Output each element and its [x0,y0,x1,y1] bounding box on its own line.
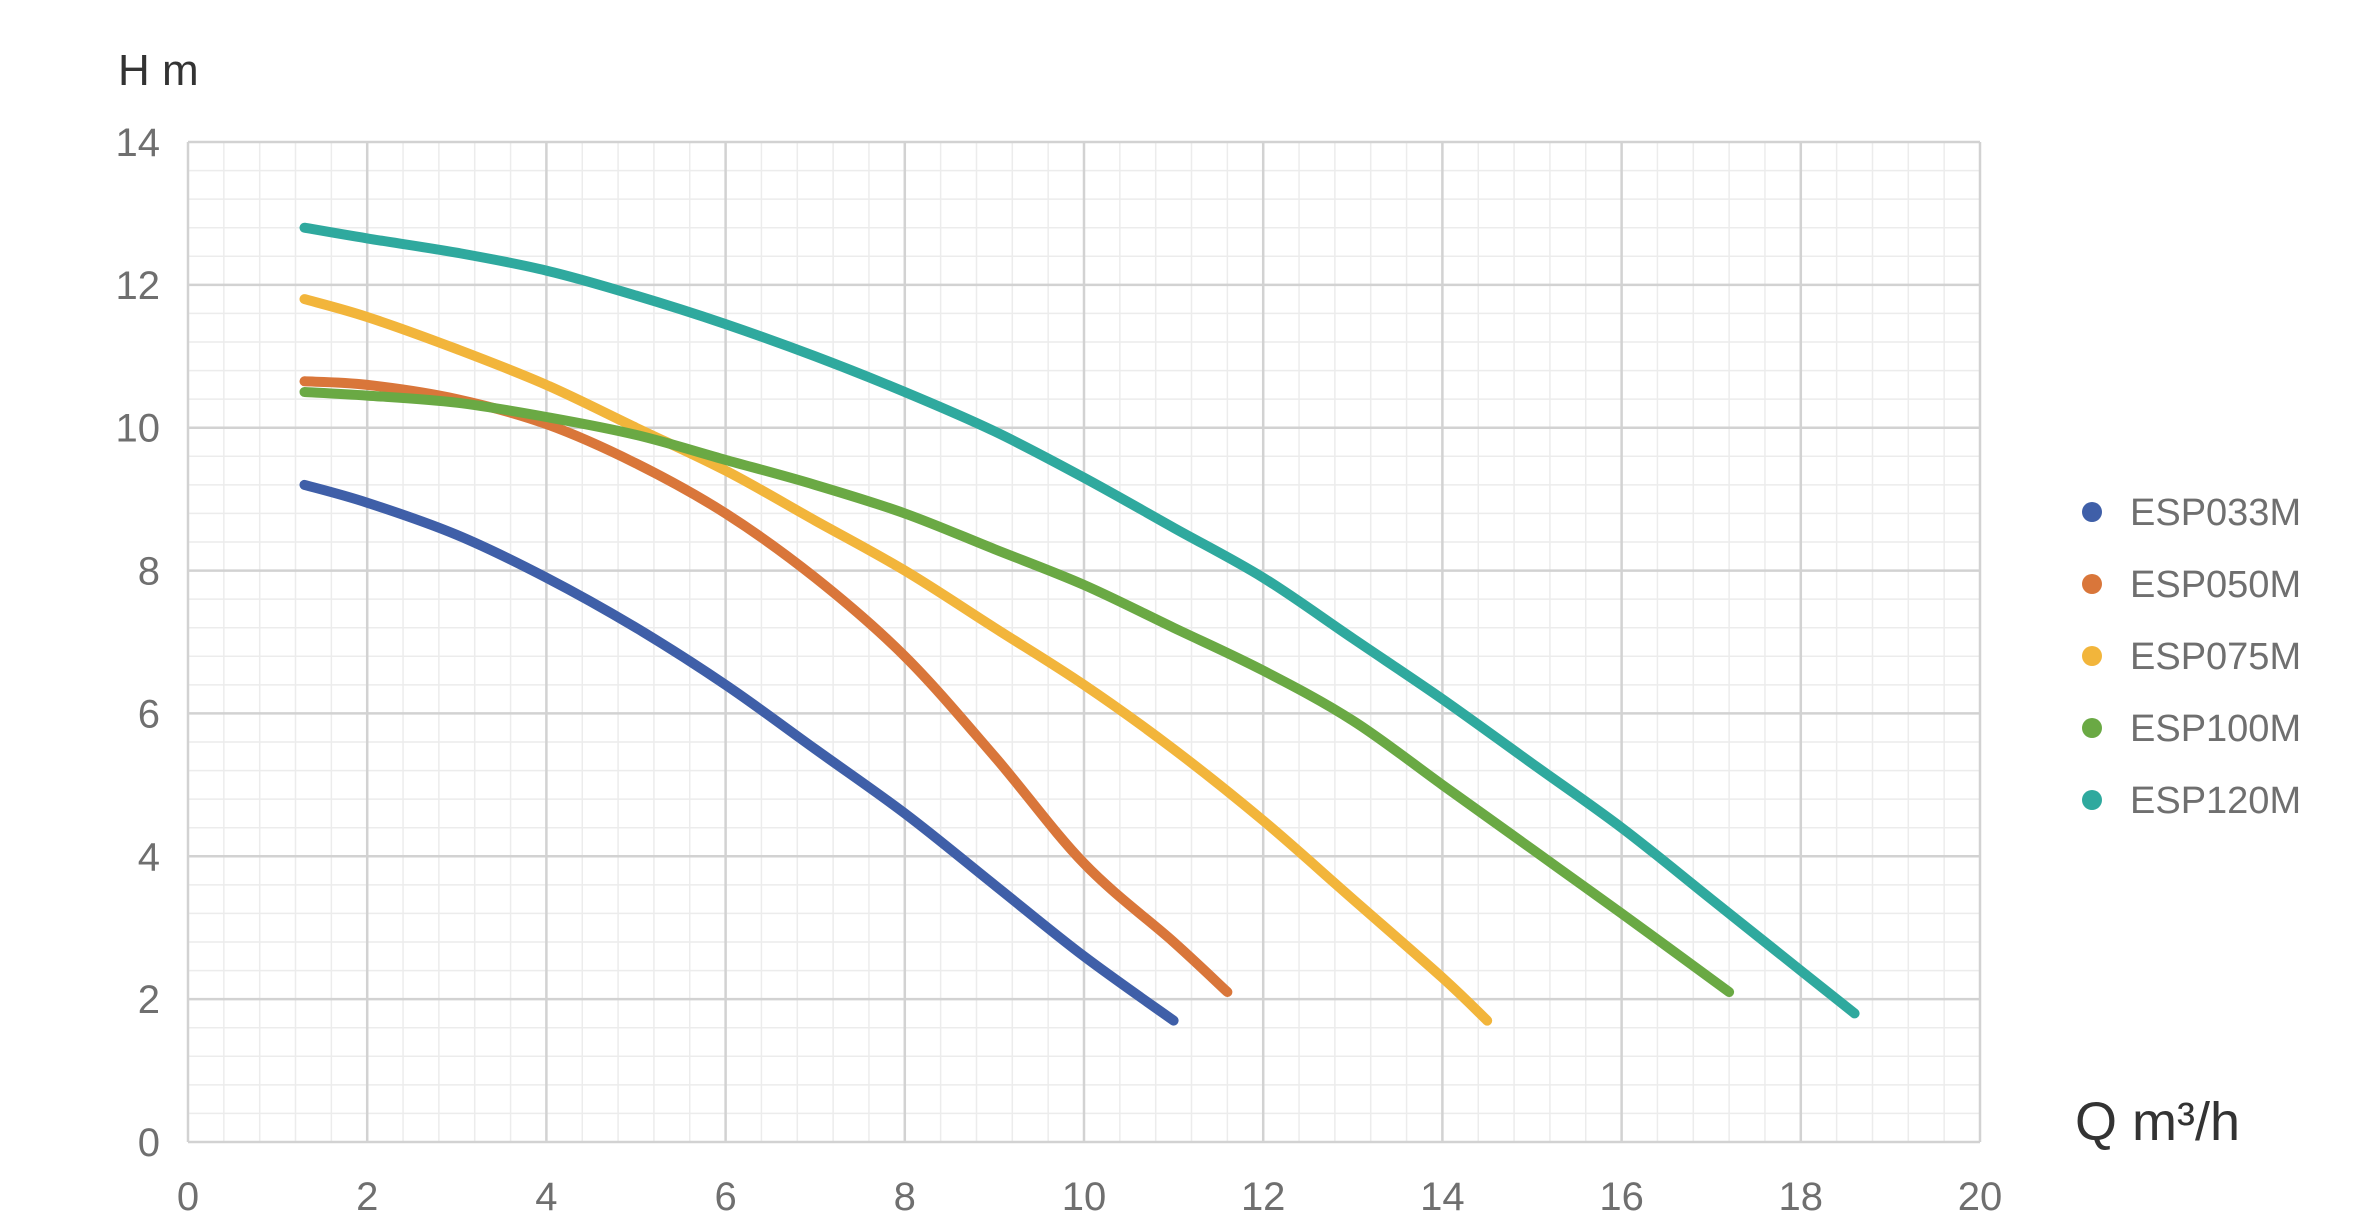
y-tick-label: 0 [138,1121,160,1165]
legend-label: ESP100M [2130,708,2301,750]
y-tick-label: 12 [116,264,161,308]
x-tick-label: 16 [1599,1175,1644,1218]
legend-label: ESP075M [2130,636,2301,678]
series-line-esp033m [299,479,1179,1026]
y-tick-label: 2 [138,978,160,1022]
legend-marker [2082,718,2102,738]
legend-marker [2082,574,2102,594]
x-axis-title: Q m³/h [2075,1092,2240,1152]
x-tick-label: 4 [535,1175,557,1218]
y-tick-label: 8 [138,550,160,594]
series-line-esp100m [299,387,1735,997]
legend: ESP033M ESP050M ESP075M ESP100M ESP120M [2082,492,2301,822]
legend-marker [2082,502,2102,522]
legend-marker [2082,646,2102,666]
series-lines [299,222,1860,1026]
y-tick-label: 6 [138,692,160,736]
y-axis-ticks: 0 2 4 6 8 10 12 14 [116,121,161,1165]
series-line-esp120m [299,222,1860,1019]
x-tick-label: 0 [177,1175,199,1218]
legend-marker [2082,790,2102,810]
y-tick-label: 4 [138,835,160,879]
x-tick-label: 2 [356,1175,378,1218]
legend-label: ESP033M [2130,492,2301,534]
y-axis-title: H m [118,46,199,95]
legend-label: ESP050M [2130,564,2301,606]
series-line-esp075m [299,294,1493,1026]
x-tick-label: 10 [1062,1175,1107,1218]
x-tick-label: 6 [714,1175,736,1218]
x-tick-label: 12 [1241,1175,1286,1218]
major-grid [186,140,1982,1144]
y-tick-label: 14 [116,121,161,165]
x-tick-label: 14 [1420,1175,1465,1218]
legend-label: ESP120M [2130,780,2301,822]
x-axis-ticks: 0 2 4 6 8 10 12 14 16 18 20 [177,1175,2002,1218]
y-tick-label: 10 [116,407,161,451]
x-tick-label: 20 [1958,1175,2003,1218]
x-tick-label: 8 [894,1175,916,1218]
x-tick-label: 18 [1779,1175,1824,1218]
